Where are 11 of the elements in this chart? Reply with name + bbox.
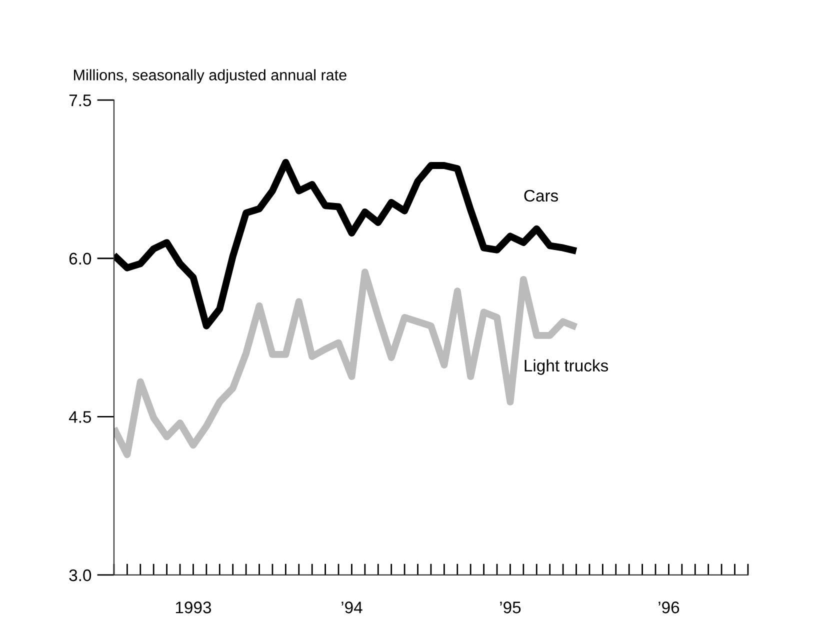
x-tick-label: ’94 xyxy=(342,602,362,614)
y-tick-label: 7.5 xyxy=(69,94,92,106)
series-label: Cars xyxy=(524,190,558,202)
x-tick-label: ’95 xyxy=(500,602,521,614)
y-tick-label: 6.0 xyxy=(69,252,92,265)
x-tick-label: 1993 xyxy=(176,602,212,614)
x-tick-label: ’96 xyxy=(658,602,680,614)
y-axis-title: Millions, seasonally adjusted annual rate xyxy=(74,69,346,84)
y-tick-label: 3.0 xyxy=(69,569,92,582)
y-tick-label: 4.5 xyxy=(68,411,92,423)
series-label: Light trucks xyxy=(524,359,608,375)
